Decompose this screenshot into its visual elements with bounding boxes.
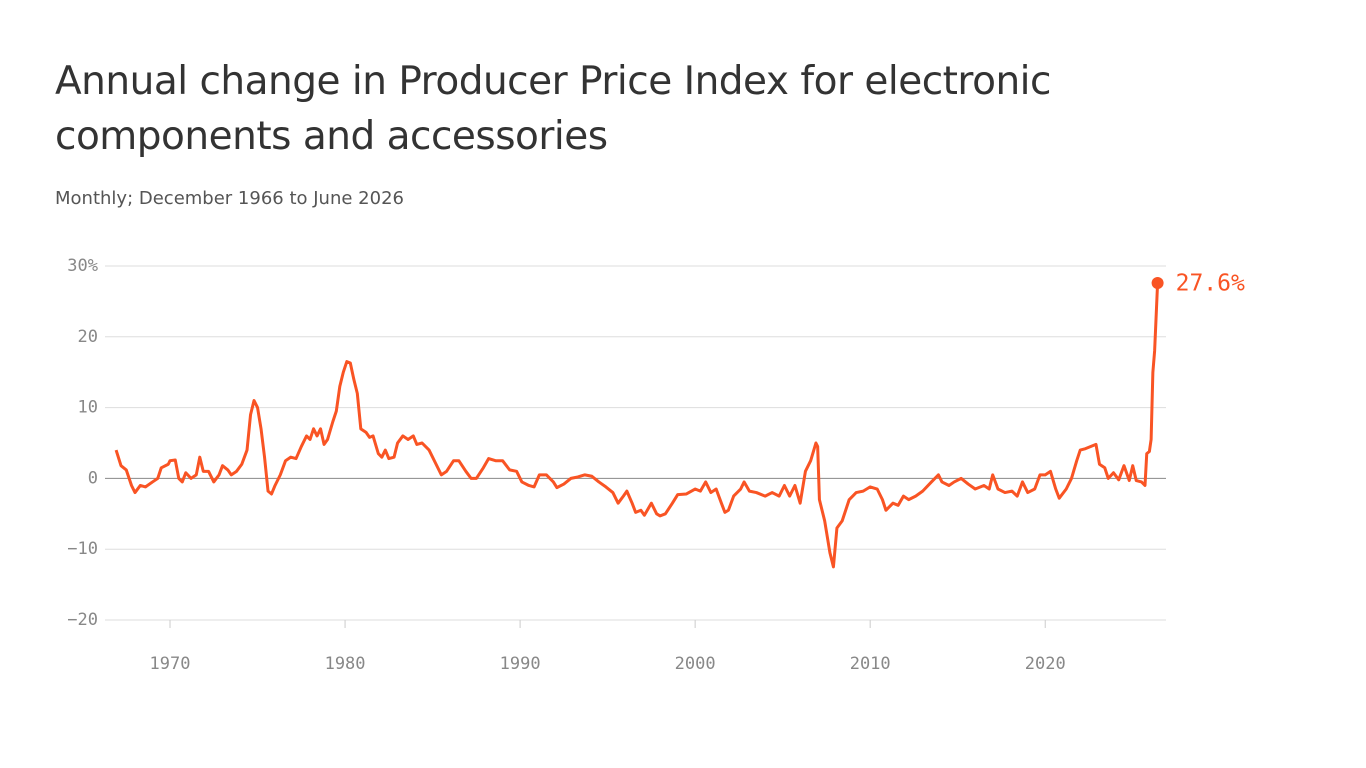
end-point: [1151, 276, 1164, 289]
y-tick-label: 20: [78, 327, 98, 347]
y-tick-label: 10: [78, 398, 98, 418]
x-tick-label: 2020: [1025, 654, 1066, 674]
x-tick-label: 1980: [325, 654, 366, 674]
line-series: [114, 282, 1160, 569]
end-label: 27.6%: [1176, 270, 1245, 296]
y-tick-label: 30%: [67, 256, 98, 276]
y-tick-label: −20: [67, 610, 98, 630]
x-tick-label: 2000: [675, 654, 716, 674]
x-tick-label: 1970: [150, 654, 191, 674]
y-tick-label: −10: [67, 539, 98, 559]
chart-title: Annual change in Producer Price Index fo…: [55, 59, 1051, 159]
x-tick-label: 1990: [500, 654, 541, 674]
chart-subtitle: Monthly; December 1966 to June 2026: [55, 188, 404, 209]
y-tick-label: 0: [88, 468, 98, 488]
x-tick-label: 2010: [850, 654, 891, 674]
